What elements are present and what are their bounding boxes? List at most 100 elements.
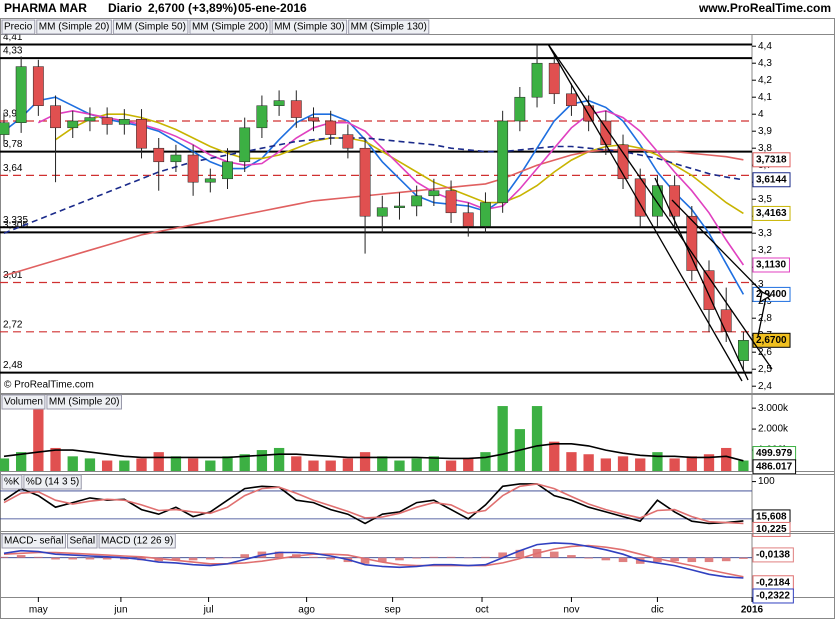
candle-body	[376, 207, 388, 217]
last-value-label: -0,2322	[756, 591, 790, 602]
candle-body	[720, 309, 732, 333]
histogram-bar	[721, 557, 731, 562]
histogram-bar	[16, 555, 26, 558]
candle-body	[669, 185, 681, 217]
histogram-bar	[670, 557, 679, 562]
legend-box	[1, 19, 36, 35]
level-label: 3,96	[3, 109, 23, 120]
histogram-bar	[618, 557, 628, 563]
volume-bar	[170, 456, 182, 471]
candle-body	[239, 127, 251, 163]
histogram-bar	[240, 554, 250, 558]
last-price: 2,6700 (+3,89%)	[148, 1, 237, 15]
legend-box	[1, 474, 23, 490]
histogram-bar	[188, 557, 198, 561]
candle-body	[737, 340, 749, 361]
histogram-bar	[481, 556, 490, 558]
legend-entry: MM (Simple 50)	[115, 22, 186, 33]
y-tick-label: 4,3	[758, 58, 772, 69]
candle-body	[566, 93, 577, 106]
histogram-bar	[704, 557, 714, 563]
volume-bar	[600, 458, 611, 471]
legend-entry: MM (Simple 20)	[39, 22, 110, 33]
last-value-label: -0,0138	[756, 550, 790, 561]
candle-body	[617, 144, 629, 180]
y-tick-label: 4	[758, 109, 764, 120]
date: 05-ene-2016	[238, 1, 307, 15]
x-tick-label: may	[29, 605, 48, 616]
histogram-bar	[274, 551, 284, 558]
histogram-bar	[51, 557, 60, 560]
last-value-label: -0,2184	[756, 577, 790, 588]
histogram-bar	[154, 557, 164, 562]
last-value-box	[752, 205, 791, 221]
candle-body	[548, 62, 560, 95]
x-tick-label: jun	[113, 605, 127, 616]
candle-body	[67, 120, 79, 129]
histogram-bar	[223, 557, 232, 559]
y-tick-label: 2,8	[758, 313, 772, 324]
volume-bar	[583, 454, 594, 471]
histogram-bar	[395, 557, 404, 561]
histogram-bar	[653, 557, 662, 563]
y-tick-label: 2,6	[758, 347, 772, 358]
candle-body	[342, 134, 354, 149]
indicator-line	[3, 483, 744, 525]
legend-entry: Volumen	[4, 397, 43, 408]
last-value-box	[752, 172, 791, 188]
histogram-bar	[463, 557, 473, 559]
copyright: © ProRealTime.com	[4, 380, 94, 391]
histogram-bar	[515, 549, 525, 558]
last-value-box	[752, 521, 791, 537]
last-value-box	[752, 588, 794, 604]
histogram-bar	[549, 551, 559, 558]
legend-entry: %K	[4, 477, 20, 488]
indicator-line	[3, 542, 744, 579]
volume-bar	[84, 458, 96, 471]
indicator-line	[37, 109, 745, 266]
volume-bar	[0, 458, 10, 471]
histogram-bar	[687, 557, 697, 563]
histogram-bar	[206, 557, 215, 560]
volume-bar	[531, 406, 543, 471]
histogram-bar	[360, 557, 370, 564]
histogram-bar	[120, 557, 129, 560]
y-tick-label: 2,5	[758, 364, 772, 375]
candle-body	[204, 178, 216, 183]
y-tick-label: 3,8	[758, 143, 772, 154]
y-tick-label: 4,1	[758, 92, 772, 103]
legend-entry: MACD- señal	[4, 536, 63, 547]
y-tick-label: 100	[758, 476, 775, 487]
x-tick-label: 2016	[741, 605, 764, 616]
histogram-bar	[446, 556, 456, 558]
volume-bar	[222, 456, 233, 471]
volume-bar	[273, 447, 285, 471]
candle-body	[531, 62, 543, 98]
volume-bar	[205, 460, 216, 471]
histogram-bar	[739, 557, 748, 559]
candle-body	[0, 122, 10, 135]
legend-box	[98, 533, 176, 549]
volume-bar	[549, 441, 560, 471]
legend-entry: MACD (12 26 9)	[101, 536, 173, 547]
y-tick-label: 3.000k	[758, 403, 789, 414]
candle-body	[187, 154, 199, 183]
candle-body	[15, 66, 27, 123]
candle-body	[514, 96, 526, 122]
volume-bar	[394, 460, 405, 471]
volume-bar	[738, 460, 749, 471]
candle-body	[136, 119, 147, 149]
level-label: 4,41	[3, 32, 23, 43]
candle-body	[652, 185, 663, 217]
volume-bar	[377, 456, 388, 471]
candle-body	[308, 117, 319, 122]
volume-bar	[15, 452, 27, 471]
indicator-line	[55, 113, 744, 215]
indicator-line	[3, 544, 744, 578]
volume-bar	[721, 447, 732, 471]
histogram-bar	[85, 557, 95, 560]
level-label: 2,48	[3, 360, 23, 371]
y-tick-label: 4,4	[758, 41, 772, 52]
volume-bar	[566, 452, 577, 471]
volume-bar	[50, 447, 61, 471]
